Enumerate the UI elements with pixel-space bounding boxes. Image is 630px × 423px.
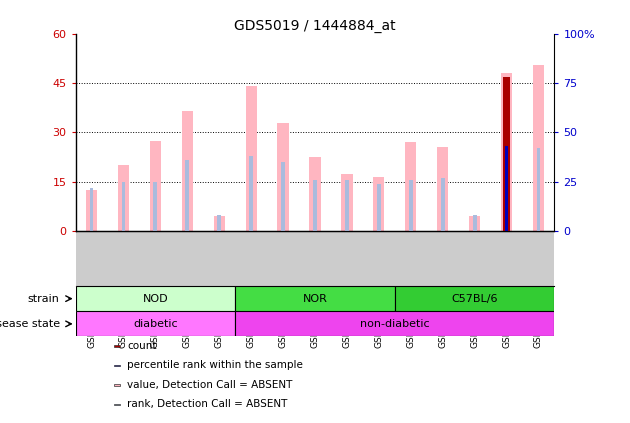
Bar <box>345 180 349 231</box>
Bar <box>405 142 416 231</box>
Bar <box>185 160 189 231</box>
Text: value, Detection Call = ABSENT: value, Detection Call = ABSENT <box>127 380 292 390</box>
Bar <box>114 384 120 386</box>
Text: C57BL/6: C57BL/6 <box>451 294 498 304</box>
Text: strain: strain <box>28 294 60 304</box>
Bar <box>235 286 395 311</box>
Bar <box>395 286 554 311</box>
Bar <box>235 311 554 336</box>
Text: NOD: NOD <box>142 294 168 304</box>
Bar <box>154 182 158 231</box>
Bar <box>246 86 257 231</box>
Text: NOR: NOR <box>302 294 328 304</box>
Bar <box>118 165 129 231</box>
Title: GDS5019 / 1444884_at: GDS5019 / 1444884_at <box>234 19 396 33</box>
Text: percentile rank within the sample: percentile rank within the sample <box>127 360 303 371</box>
Bar <box>114 404 120 405</box>
Bar <box>86 190 97 231</box>
Bar <box>89 188 93 231</box>
Bar <box>533 65 544 231</box>
Bar <box>341 173 353 231</box>
Bar <box>472 215 476 231</box>
Bar <box>373 177 384 231</box>
Text: count: count <box>127 341 157 351</box>
Bar <box>469 216 480 231</box>
Bar <box>409 180 413 231</box>
Bar <box>217 215 221 231</box>
Bar <box>76 286 235 311</box>
Bar <box>377 184 381 231</box>
Bar <box>114 365 120 366</box>
Bar <box>249 156 253 231</box>
Text: rank, Detection Call = ABSENT: rank, Detection Call = ABSENT <box>127 399 287 409</box>
Text: non-diabetic: non-diabetic <box>360 319 430 329</box>
Bar <box>122 182 125 231</box>
Bar <box>501 73 512 231</box>
Text: diabetic: diabetic <box>133 319 178 329</box>
Bar <box>437 147 449 231</box>
Text: disease state: disease state <box>0 319 60 329</box>
Bar <box>505 146 508 231</box>
Bar <box>76 311 235 336</box>
Bar <box>150 141 161 231</box>
Bar <box>181 111 193 231</box>
Bar <box>214 216 225 231</box>
Bar <box>277 123 289 231</box>
Bar <box>313 180 317 231</box>
Bar <box>503 77 510 231</box>
Bar <box>114 345 120 346</box>
Bar <box>441 178 445 231</box>
Bar <box>309 157 321 231</box>
Bar <box>537 148 541 231</box>
Bar <box>281 162 285 231</box>
